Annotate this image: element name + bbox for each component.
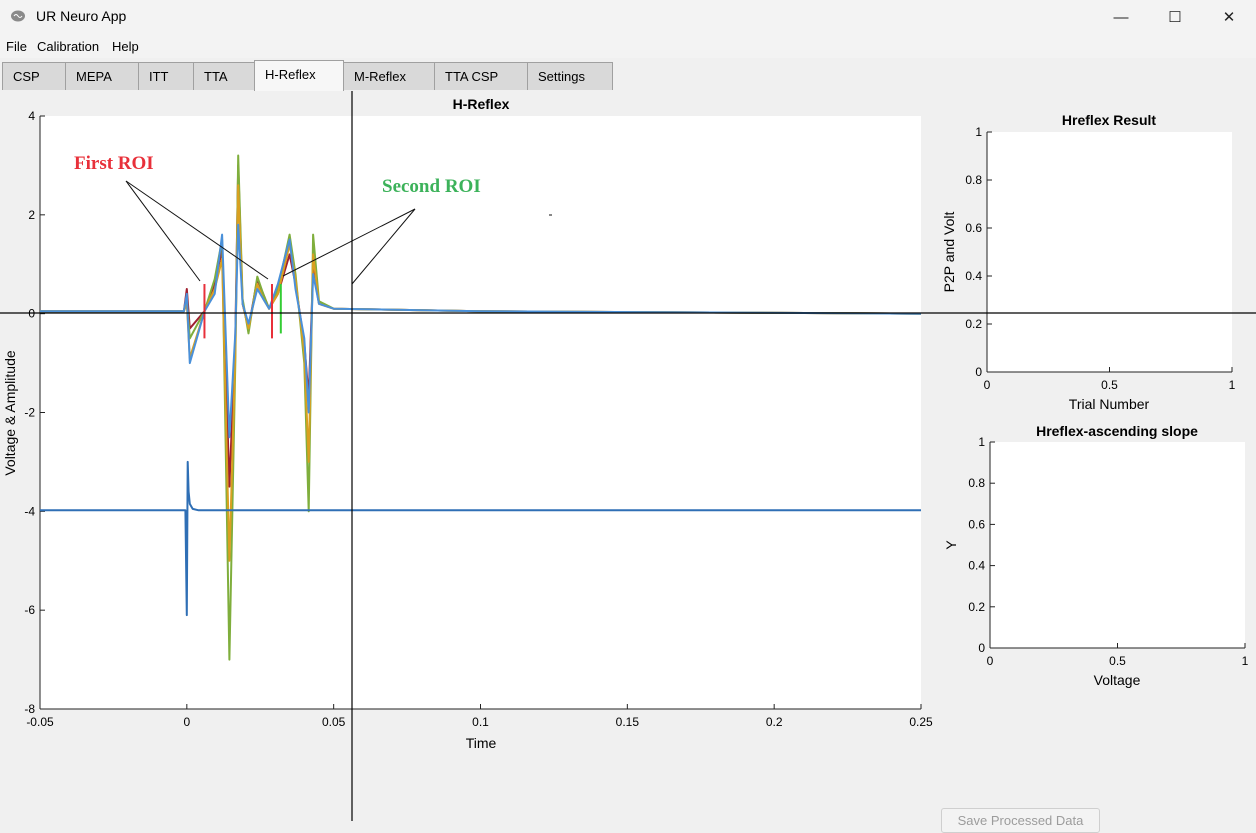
tab-label: CSP bbox=[13, 69, 40, 84]
hreflex-result-xtick-label: 1 bbox=[1229, 378, 1236, 392]
app-title: UR Neuro App bbox=[36, 8, 127, 24]
tab-label: MEPA bbox=[76, 69, 112, 84]
hreflex-slope-ylabel: Y bbox=[943, 540, 959, 550]
main-chart-ytick-label: 0 bbox=[28, 307, 35, 321]
menu-help[interactable]: Help bbox=[112, 39, 139, 54]
hreflex-result-xtick-label: 0 bbox=[984, 378, 991, 392]
hreflex-slope-xtick-label: 0 bbox=[987, 654, 994, 668]
main-chart-ytick-label: -6 bbox=[24, 603, 35, 617]
hreflex-slope-title: Hreflex-ascending slope bbox=[1036, 423, 1198, 439]
trace-line-4 bbox=[40, 460, 921, 617]
tab-csp[interactable]: CSP bbox=[2, 62, 66, 90]
hreflex-result-ytick-label: 0.2 bbox=[965, 317, 982, 331]
main-chart-xtick-label: 0.1 bbox=[472, 715, 489, 729]
hreflex-result-ytick-label: 0.6 bbox=[965, 221, 982, 235]
hreflex-slope-xtick-label: 1 bbox=[1242, 654, 1249, 668]
close-button[interactable]: ✕ bbox=[1202, 0, 1256, 34]
main-chart-ytick-label: -8 bbox=[24, 702, 35, 716]
roi-annotation-lines bbox=[125, 180, 552, 285]
main-chart-ytick-label: -2 bbox=[24, 406, 35, 420]
hreflex-result-ytick-label: 0.4 bbox=[965, 269, 982, 283]
hreflex-slope-chart[interactable]: Hreflex-ascending slope Voltage Y 0 0.5 1 … bbox=[943, 423, 1249, 688]
hreflex-result-ytick-label: 1 bbox=[975, 125, 982, 139]
tab-label: TTA bbox=[204, 69, 228, 84]
tab-label: H-Reflex bbox=[265, 67, 316, 82]
title-bar: UR Neuro App — ☐ ✕ bbox=[0, 0, 1256, 34]
tab-tta[interactable]: TTA bbox=[193, 62, 255, 90]
app-brain-icon bbox=[11, 10, 25, 22]
maximize-icon: ☐ bbox=[1168, 9, 1182, 26]
tab-mepa[interactable]: MEPA bbox=[65, 62, 139, 90]
hreflex-slope-xlabel: Voltage bbox=[1094, 672, 1141, 688]
hreflex-result-chart[interactable]: Hreflex Result Trial Number P2P and Volt… bbox=[941, 112, 1236, 412]
menu-calibration[interactable]: Calibration bbox=[37, 39, 100, 54]
hreflex-slope-ytick-label: 0.6 bbox=[968, 517, 985, 531]
minimize-button[interactable]: — bbox=[1094, 0, 1148, 34]
tab-itt[interactable]: ITT bbox=[138, 62, 194, 90]
hreflex-slope-ytick-label: 1 bbox=[978, 435, 985, 449]
second-roi-label: Second ROI bbox=[382, 176, 481, 197]
main-chart-ytick-label: 4 bbox=[28, 109, 35, 123]
h-reflex-panel: H-Reflex Time Voltage & Amplitude -0.05 0… bbox=[0, 91, 1256, 833]
tab-label: ITT bbox=[149, 69, 169, 84]
main-chart[interactable]: H-Reflex Time Voltage & Amplitude -0.05 0… bbox=[2, 96, 933, 751]
hreflex-slope-ytick-label: 0 bbox=[978, 641, 985, 655]
tab-label: TTA CSP bbox=[445, 69, 499, 84]
maximize-button[interactable]: ☐ bbox=[1148, 0, 1202, 34]
main-chart-xtick-label: 0.25 bbox=[909, 715, 933, 729]
menu-file[interactable]: File bbox=[6, 39, 27, 54]
main-chart-xlabel: Time bbox=[466, 735, 497, 751]
first-roi-label: First ROI bbox=[74, 153, 154, 174]
tab-h-reflex[interactable]: H-Reflex bbox=[254, 60, 344, 91]
main-chart-title: H-Reflex bbox=[453, 96, 510, 112]
tab-bar: CSP MEPA ITT TTA H-Reflex M-Reflex TTA C… bbox=[0, 60, 1256, 92]
hreflex-result-title: Hreflex Result bbox=[1062, 112, 1156, 128]
hreflex-slope-ytick-label: 0.2 bbox=[968, 600, 985, 614]
hreflex-slope-xtick-label: 0.5 bbox=[1109, 654, 1126, 668]
main-chart-xtick-label: 0 bbox=[183, 715, 190, 729]
charts-canvas: H-Reflex Time Voltage & Amplitude -0.05 0… bbox=[0, 91, 1256, 821]
minimize-icon: — bbox=[1113, 8, 1129, 26]
main-chart-ylabel: Voltage & Amplitude bbox=[2, 350, 18, 476]
tab-label: M-Reflex bbox=[354, 69, 407, 84]
tab-tta-csp[interactable]: TTA CSP bbox=[434, 62, 528, 90]
tab-label: Settings bbox=[538, 69, 585, 84]
hreflex-slope-ytick-label: 0.8 bbox=[968, 476, 985, 490]
main-chart-ytick-label: -4 bbox=[24, 504, 35, 518]
tab-m-reflex[interactable]: M-Reflex bbox=[343, 62, 435, 90]
tab-settings[interactable]: Settings bbox=[527, 62, 613, 90]
main-chart-xtick-label: 0.15 bbox=[616, 715, 640, 729]
close-icon: ✕ bbox=[1222, 9, 1236, 26]
hreflex-result-ytick-label: 0.8 bbox=[965, 173, 982, 187]
main-chart-xtick-label: 0.2 bbox=[766, 715, 783, 729]
menu-bar: File Calibration Help bbox=[0, 34, 1256, 58]
hreflex-result-ytick-label: 0 bbox=[975, 365, 982, 379]
main-chart-xtick-label: 0.05 bbox=[322, 715, 346, 729]
main-chart-ytick-label: 2 bbox=[28, 208, 35, 222]
hreflex-result-ylabel: P2P and Volt bbox=[941, 212, 957, 293]
hreflex-result-xlabel: Trial Number bbox=[1069, 396, 1150, 412]
main-chart-xtick-label: -0.05 bbox=[26, 715, 54, 729]
hreflex-slope-ytick-label: 0.4 bbox=[968, 559, 985, 573]
hreflex-result-xtick-label: 0.5 bbox=[1101, 378, 1118, 392]
